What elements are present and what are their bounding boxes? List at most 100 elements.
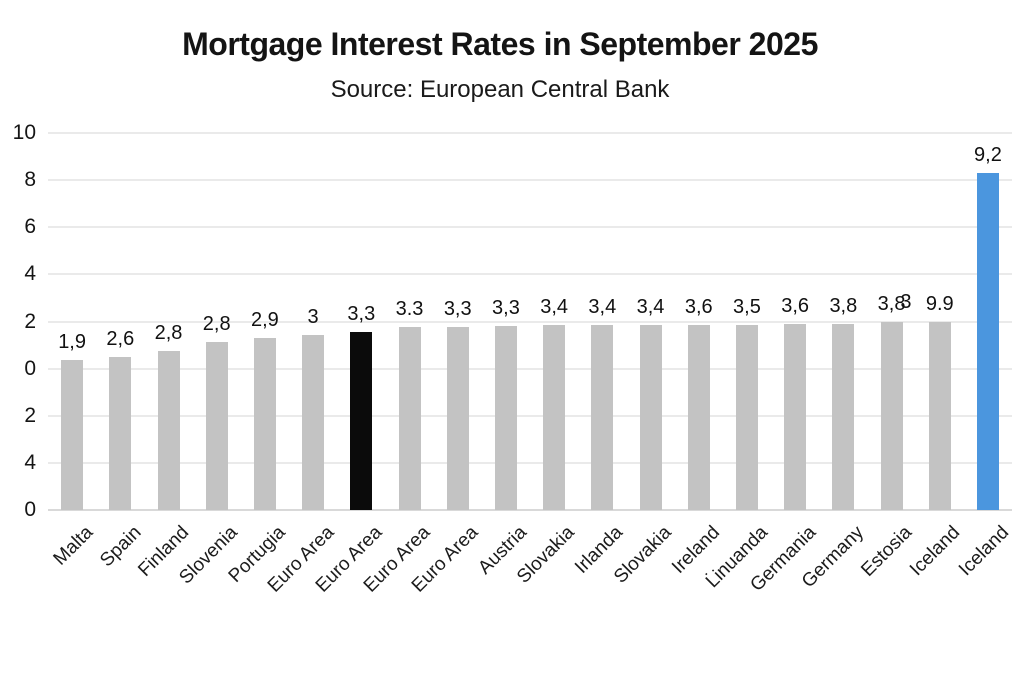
- bar: [398, 327, 421, 510]
- bar: [302, 335, 325, 510]
- bar-slot: 3,8: [867, 133, 915, 510]
- value-label: 3,5: [733, 296, 761, 318]
- y-tick-label: 4: [24, 451, 36, 474]
- value-label: 3: [307, 306, 319, 328]
- value-label: 9,2: [974, 144, 1002, 166]
- value-label: 3,4: [540, 296, 569, 318]
- value-label: 2,8: [154, 322, 183, 344]
- value-label: 3,4: [588, 296, 617, 318]
- value-label: 3,8: [829, 295, 858, 317]
- bar-slot: 3,4: [530, 133, 578, 510]
- category-label: Iceland: [954, 522, 1013, 581]
- y-tick-label: 10: [12, 121, 36, 144]
- value-label: 3,6: [781, 295, 810, 317]
- bar-slot: 3,6: [675, 133, 723, 510]
- bar: [735, 325, 758, 510]
- stray-value-label: 3: [900, 291, 912, 313]
- category-slot: Finland: [134, 514, 193, 664]
- bar: [205, 342, 228, 510]
- category-slot: Irlanda: [571, 514, 627, 664]
- value-label: 3,3: [347, 303, 376, 325]
- category-slot: Spain: [96, 514, 145, 664]
- bar: [109, 357, 132, 510]
- bar: [543, 325, 566, 510]
- bar: [832, 324, 855, 510]
- bar: [350, 332, 373, 510]
- bar-slot: 3,3: [482, 133, 530, 510]
- value-label: 2,9: [251, 309, 279, 331]
- gridline: [48, 462, 1012, 464]
- category-slot: Iceland: [955, 514, 1013, 664]
- bar: [976, 173, 999, 510]
- category-slot: Estosia: [858, 514, 917, 664]
- bar: [880, 322, 903, 510]
- gridline: [48, 226, 1012, 228]
- x-axis-labels: Malta Spain Finland Slovenia Portugia Eu…: [48, 514, 1013, 664]
- category-slot: Slovakia: [513, 514, 579, 664]
- category-slot: Iceland: [906, 514, 964, 664]
- bar-slot: 3,8: [819, 133, 867, 510]
- y-tick-label: 8: [24, 168, 36, 191]
- gridline: [48, 132, 1012, 134]
- bar: [157, 351, 180, 510]
- bar-slot: 1,9: [48, 133, 96, 510]
- bar: [928, 322, 951, 510]
- bar: [687, 325, 710, 510]
- bar-slot: 3,6: [771, 133, 819, 510]
- bars-row: 1,9 2,6 2,8 2,8 2,9 3 3,3 3.3 3,3 3,3 3,: [48, 133, 1012, 510]
- value-label: 2,6: [106, 328, 135, 350]
- bar-slot: 3,5: [723, 133, 771, 510]
- value-label: 3,4: [636, 296, 665, 318]
- bar-slot: 3.3: [385, 133, 433, 510]
- bar-slot: 9.9: [916, 133, 964, 510]
- gridline: [48, 273, 1012, 275]
- value-label: 3,6: [684, 296, 713, 318]
- value-label: 3,3: [492, 297, 520, 319]
- category-slot: Slovenia: [175, 514, 241, 664]
- y-tick-label: 4: [24, 262, 36, 285]
- bar-slot: 3,3: [337, 133, 385, 510]
- value-label: 9.9: [925, 293, 954, 315]
- value-label: 3.3: [395, 298, 424, 320]
- y-tick-label: 6: [24, 215, 36, 238]
- bar: [639, 325, 662, 510]
- x-axis-line: [48, 509, 1012, 511]
- plot-area: 1,9 2,6 2,8 2,8 2,9 3 3,3 3.3 3,3 3,3 3,: [13, 121, 1012, 521]
- category-slot: Malta: [48, 514, 97, 664]
- bar-slot: 3,3: [434, 133, 482, 510]
- bar: [784, 324, 807, 510]
- y-tick-label: 0: [24, 498, 36, 521]
- y-tick-label: 2: [24, 310, 36, 333]
- bar-slot: 9,2: [964, 133, 1012, 510]
- bar-slot: 3: [289, 133, 337, 510]
- gridline: [48, 321, 1012, 323]
- category-slot: Germany: [798, 514, 868, 664]
- chart-subtitle: Source: European Central Bank: [330, 76, 670, 103]
- category-slot: Slovakia: [610, 514, 676, 664]
- category-label: Malta: [49, 522, 97, 570]
- bar-slot: 2,8: [193, 133, 241, 510]
- value-label: 3,8: [877, 293, 906, 315]
- y-tick-label: 2: [24, 404, 36, 427]
- bar: [591, 325, 614, 510]
- bar-slot: 2,6: [96, 133, 144, 510]
- gridline: [48, 368, 1012, 370]
- bar-slot: 3,4: [578, 133, 626, 510]
- bar-slot: 3,4: [626, 133, 674, 510]
- bar-slot: 2,9: [241, 133, 289, 510]
- y-tick-label: 0: [24, 357, 36, 380]
- bar: [446, 327, 469, 510]
- bar-slot: 2,8: [144, 133, 192, 510]
- category-slot: Austria: [474, 514, 531, 664]
- category-slot: Euro Area: [408, 514, 483, 664]
- value-label: 2,8: [202, 313, 231, 335]
- gridline: [48, 179, 1012, 181]
- bar: [61, 360, 84, 510]
- bar: [253, 338, 276, 510]
- value-label: 1,9: [58, 331, 86, 353]
- gridline: [48, 415, 1012, 417]
- value-label: 3,3: [443, 298, 472, 320]
- category-label: Iceland: [906, 522, 965, 581]
- chart-title: Mortgage Interest Rates in September 202…: [182, 26, 818, 62]
- bar: [494, 326, 517, 510]
